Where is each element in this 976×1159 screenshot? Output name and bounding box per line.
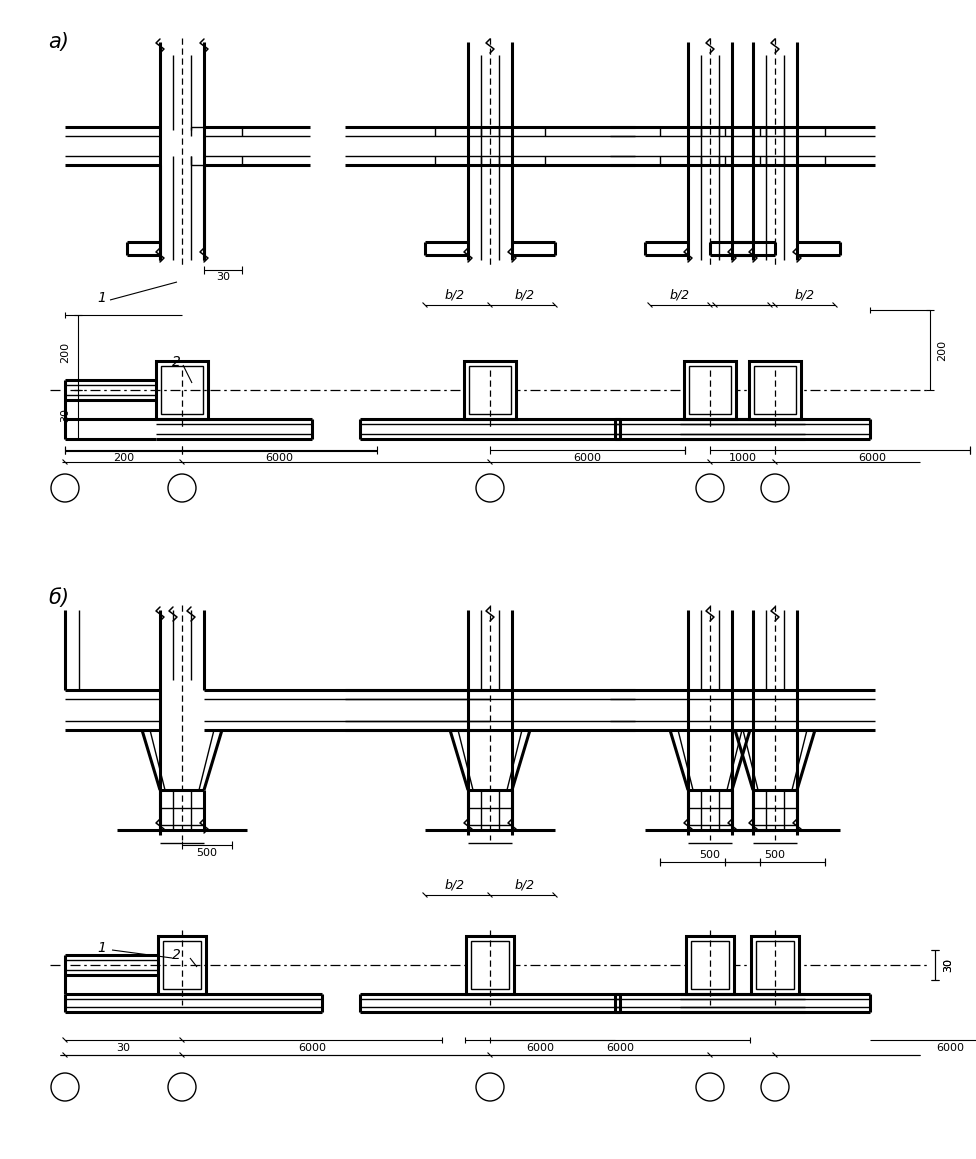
Text: b/2: b/2 bbox=[794, 289, 815, 301]
Bar bbox=[751, 936, 799, 994]
Text: 6000: 6000 bbox=[606, 1043, 634, 1054]
Text: 500: 500 bbox=[700, 850, 720, 860]
Bar bbox=[749, 360, 801, 420]
Text: b/2: b/2 bbox=[515, 879, 535, 891]
Text: 30: 30 bbox=[116, 1043, 131, 1054]
Bar bbox=[466, 936, 514, 994]
Bar bbox=[691, 941, 729, 989]
Text: 6000: 6000 bbox=[936, 1043, 964, 1054]
Text: 30: 30 bbox=[216, 272, 230, 282]
Text: b/2: b/2 bbox=[445, 879, 465, 891]
Bar bbox=[689, 366, 731, 414]
Bar bbox=[754, 366, 796, 414]
Text: 200: 200 bbox=[113, 453, 134, 462]
Bar bbox=[464, 360, 516, 420]
Bar bbox=[156, 360, 208, 420]
Text: 30: 30 bbox=[60, 408, 70, 422]
Text: 200: 200 bbox=[60, 342, 70, 363]
Text: 6000: 6000 bbox=[298, 1043, 326, 1054]
Bar bbox=[471, 941, 509, 989]
Bar bbox=[684, 360, 736, 420]
Text: 500: 500 bbox=[764, 850, 786, 860]
Text: 30: 30 bbox=[943, 958, 953, 972]
Text: 6000: 6000 bbox=[526, 1043, 554, 1054]
Text: 2: 2 bbox=[172, 948, 181, 962]
Text: а): а) bbox=[48, 32, 69, 52]
Bar bbox=[163, 941, 201, 989]
Text: 1: 1 bbox=[97, 941, 105, 955]
Text: 2: 2 bbox=[172, 355, 181, 369]
Text: б): б) bbox=[48, 588, 69, 608]
Text: b/2: b/2 bbox=[670, 289, 690, 301]
Text: 500: 500 bbox=[196, 848, 218, 858]
Text: 30: 30 bbox=[943, 958, 953, 972]
Text: b/2: b/2 bbox=[445, 289, 465, 301]
Bar bbox=[469, 366, 511, 414]
Text: 6000: 6000 bbox=[574, 453, 601, 462]
Bar bbox=[686, 936, 734, 994]
Text: 1000: 1000 bbox=[728, 453, 756, 462]
Text: 1: 1 bbox=[97, 291, 105, 305]
Text: b/2: b/2 bbox=[515, 289, 535, 301]
Bar bbox=[756, 941, 794, 989]
Text: 6000: 6000 bbox=[265, 453, 294, 462]
Text: 200: 200 bbox=[937, 340, 947, 360]
Bar bbox=[161, 366, 203, 414]
Bar bbox=[158, 936, 206, 994]
Text: 6000: 6000 bbox=[859, 453, 886, 462]
